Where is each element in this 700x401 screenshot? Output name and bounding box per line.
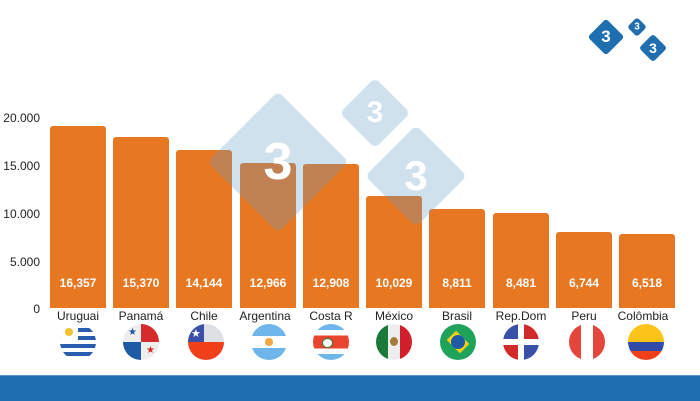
flag-panama-icon: ★ ★: [123, 324, 159, 360]
category-label: Peru: [571, 309, 597, 323]
bar-rep-dom: 8,481: [493, 213, 549, 308]
bar-brasil: 8,811: [429, 209, 485, 308]
bar-mexico: 10,029: [366, 196, 422, 308]
logo-digit: 3: [634, 21, 640, 33]
logo-digit: 3: [601, 27, 611, 46]
category-label: Rep.Dom: [495, 309, 547, 323]
watermark-diamond-small: 3: [339, 77, 411, 149]
flag-peru-icon: [569, 324, 605, 360]
y-tick-20000: 20.000: [3, 111, 40, 125]
category-label: Costa R: [309, 309, 353, 323]
bar-uruguai: 16,357: [50, 126, 106, 308]
flag-mexico-icon: [376, 324, 412, 360]
logo-diamond-medium: 3: [638, 33, 668, 63]
category-label: México: [374, 309, 413, 323]
y-tick-5000: 5.000: [9, 255, 40, 269]
bar-value: 8,481: [505, 276, 537, 290]
category-label: Panamá: [118, 309, 164, 323]
flag-brasil-icon: [440, 324, 476, 360]
logo-digit: 3: [649, 40, 657, 56]
y-tick-15000: 15.000: [3, 159, 40, 173]
bar-colombia: 6,518: [619, 234, 675, 308]
bar-value: 6,744: [568, 276, 600, 290]
bar-value: 14,144: [185, 276, 223, 290]
category-label: Brasil: [441, 309, 472, 323]
bar-argentina: 12,966: [240, 163, 296, 308]
flag-argentina-icon: [251, 324, 287, 360]
category-label: Argentina: [239, 309, 291, 323]
bar-value: 8,811: [442, 276, 472, 290]
category-label: Uruguai: [56, 309, 100, 323]
footer-band: [0, 375, 700, 401]
flag-uruguay-icon: [60, 324, 96, 360]
flag-chile-icon: ★: [188, 324, 224, 360]
bar-value: 10,029: [375, 276, 413, 290]
bar-value: 12,908: [312, 276, 350, 290]
bar-value: 6,518: [631, 276, 663, 290]
bar-costa-rica: 12,908: [303, 164, 359, 308]
flag-colombia-icon: [628, 324, 664, 360]
bar-peru: 6,744: [556, 232, 612, 308]
bar-chile: 14,144: [176, 150, 232, 308]
y-tick-10000: 10.000: [3, 207, 40, 221]
category-label: Colômbia: [617, 309, 669, 323]
logo-diamond-small: 3: [627, 17, 647, 37]
flag-costa-rica-icon: [313, 324, 349, 360]
bar-value: 15,370: [122, 276, 160, 290]
bar-value: 12,966: [249, 276, 287, 290]
bar-panama: 15,370: [113, 137, 169, 308]
bar-value: 16,357: [59, 276, 97, 290]
y-tick-0: 0: [33, 302, 40, 316]
flag-rep-dom-icon: [503, 324, 539, 360]
logo-diamond-large: 3: [587, 18, 625, 56]
category-label: Chile: [190, 309, 218, 323]
